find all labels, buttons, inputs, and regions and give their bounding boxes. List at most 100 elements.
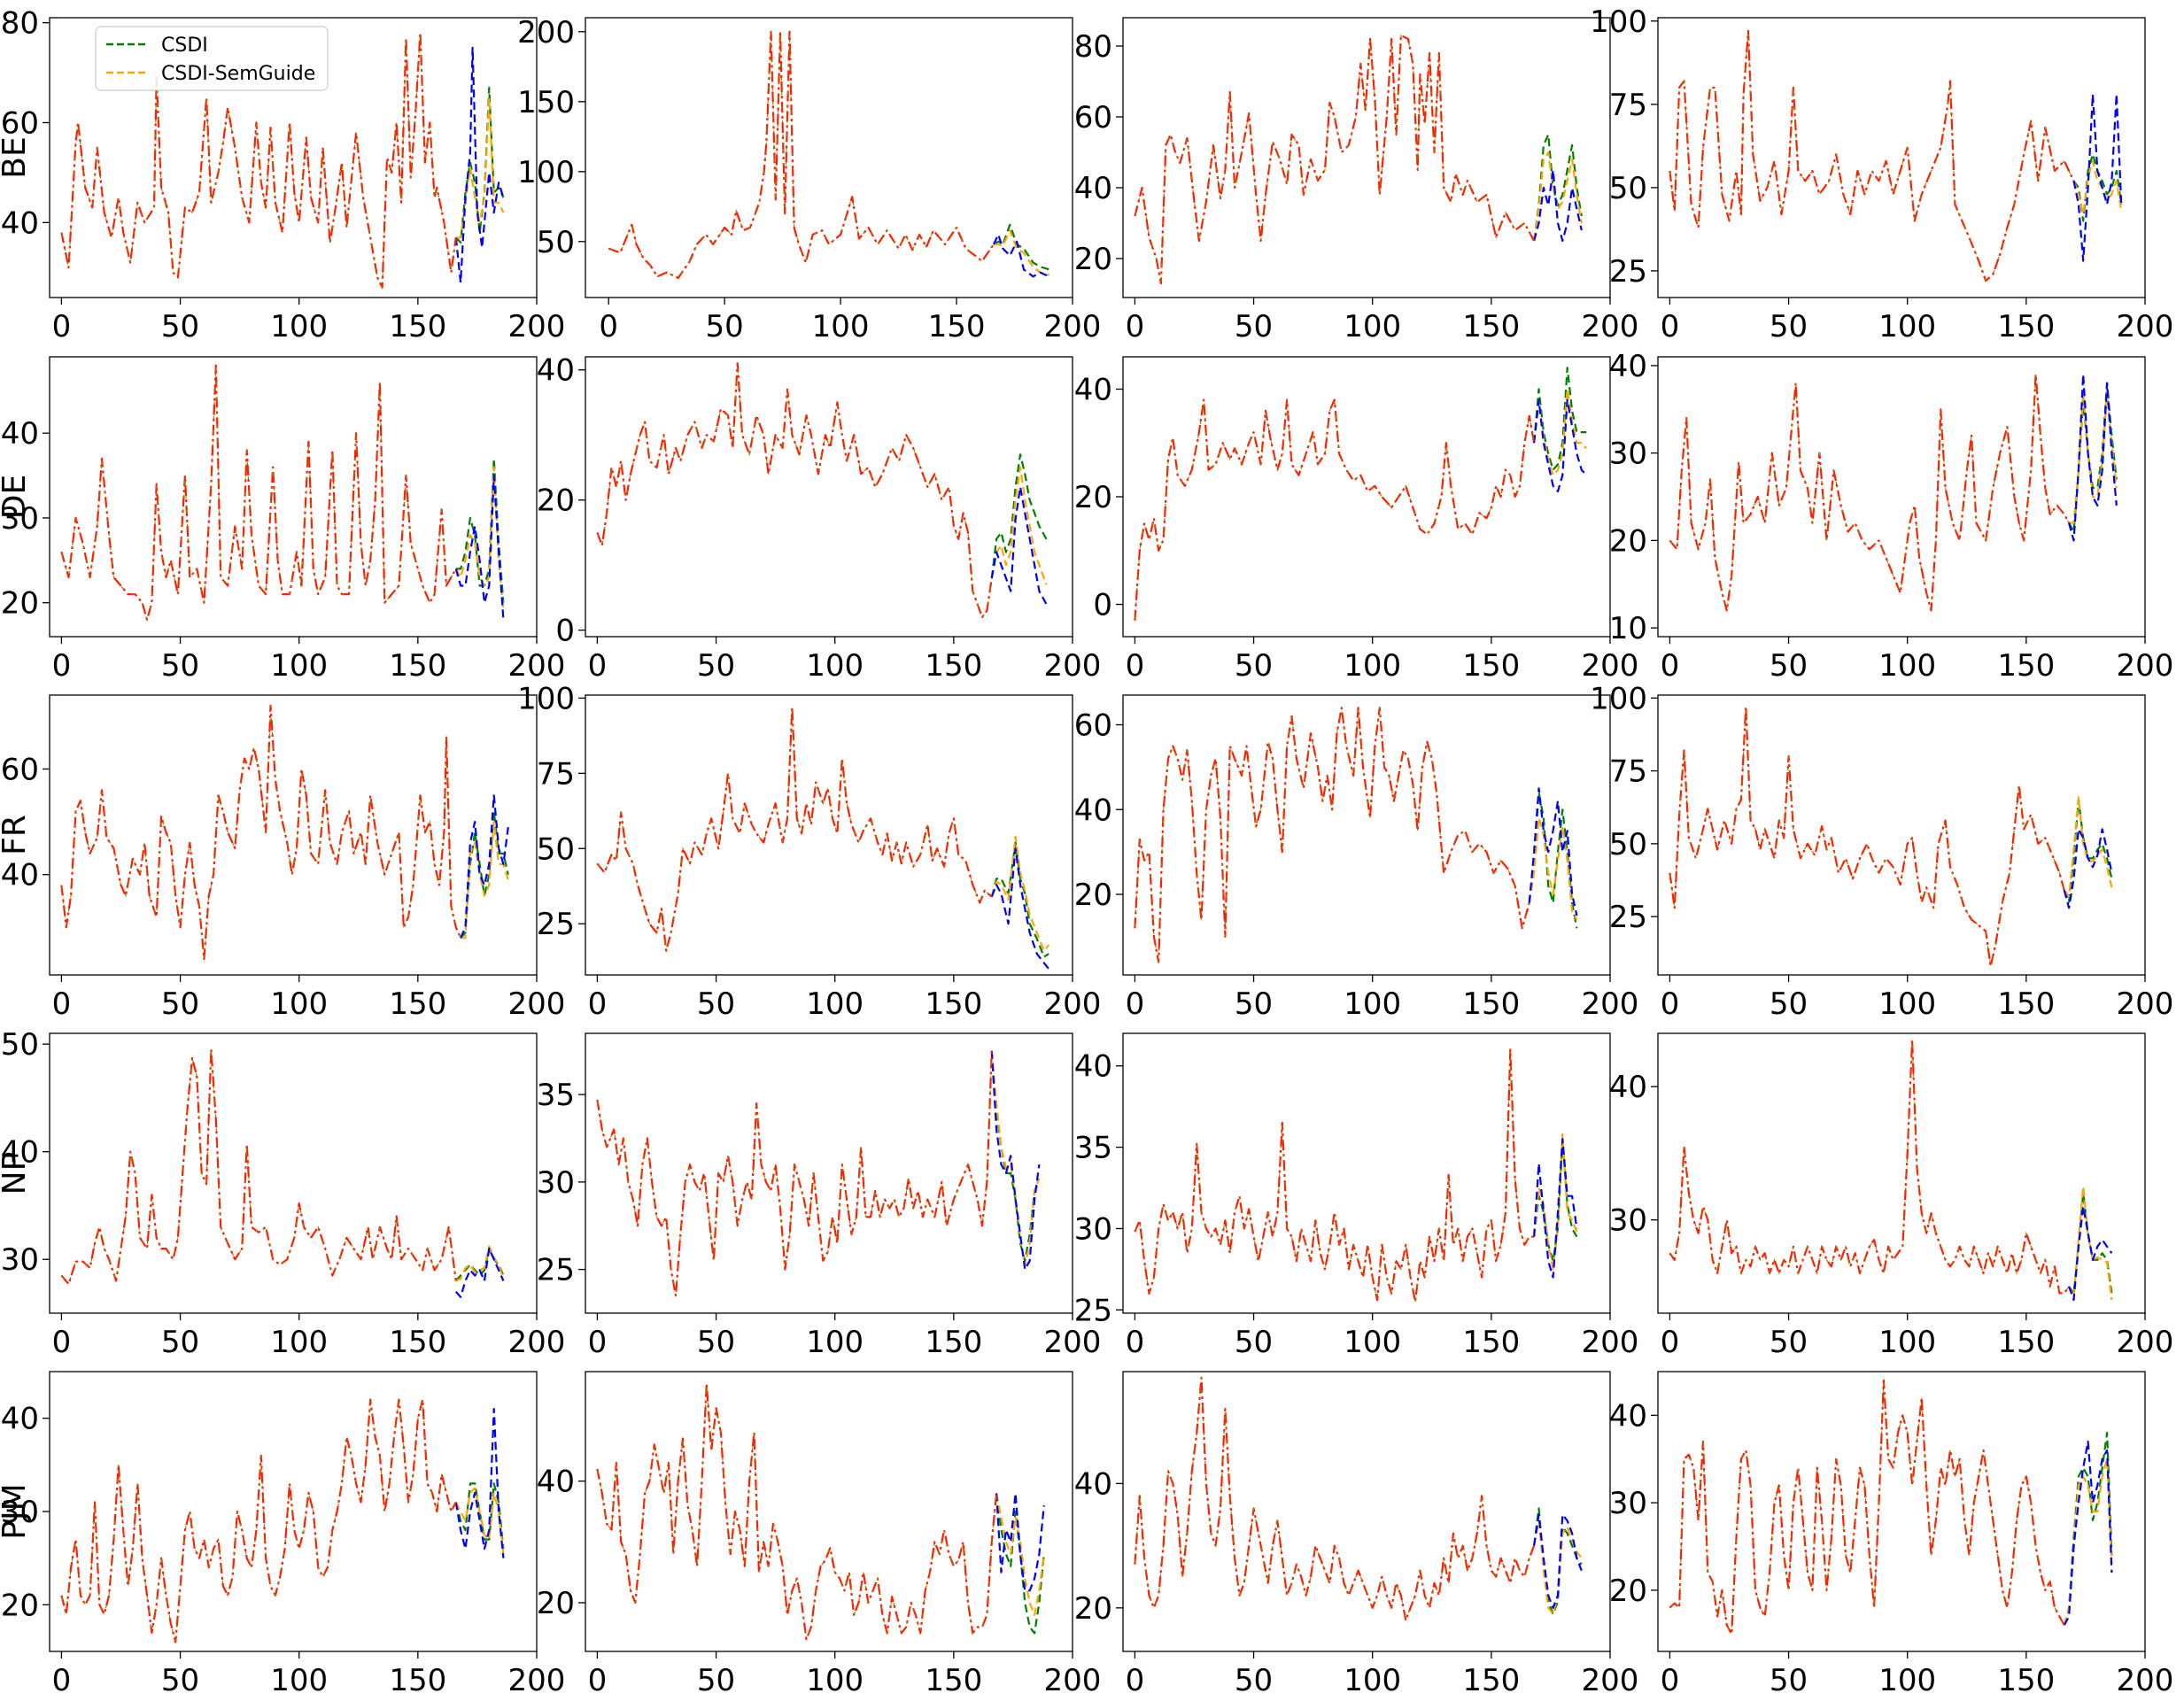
y-tick-label: 30 xyxy=(1609,1486,1647,1521)
x-tick-label: 0 xyxy=(52,986,72,1022)
axes-frame xyxy=(585,356,1073,638)
series-line-csdi-semguide xyxy=(2072,159,2123,216)
y-tick-label: 40 xyxy=(537,353,575,389)
x-tick-label: 0 xyxy=(1661,648,1680,684)
x-tick-label: 100 xyxy=(1344,1325,1401,1360)
row-label-pjm: PJM xyxy=(0,1483,33,1539)
series-line-history xyxy=(60,704,462,961)
y-tick-label: 30 xyxy=(1,1242,39,1278)
y-tick-label: 50 xyxy=(537,225,575,260)
series-line-csdi xyxy=(993,223,1050,271)
x-tick-label: 0 xyxy=(1126,1325,1145,1360)
x-tick-label: 50 xyxy=(1770,648,1808,684)
x-tick-label: 50 xyxy=(161,986,199,1022)
series-line-history xyxy=(60,364,457,621)
x-tick-label: 150 xyxy=(389,986,446,1022)
series-line-history xyxy=(60,1398,457,1643)
series-line-history xyxy=(596,1050,993,1297)
series-group xyxy=(1134,1048,1578,1303)
series-line-csdi xyxy=(454,1482,505,1550)
y-tick-label: 40 xyxy=(1074,372,1112,407)
legend: CSDI CSDI-SemGuide xyxy=(95,26,329,91)
series-group xyxy=(596,1050,1041,1297)
y-tick-label: 100 xyxy=(1590,4,1647,40)
x-tick-label: 200 xyxy=(2117,1663,2174,1698)
series-line-ground-truth xyxy=(2068,373,2118,542)
series-line-history xyxy=(1669,1039,2070,1295)
x-tick-label: 100 xyxy=(270,648,328,684)
series-line-history-overlap xyxy=(1134,1377,1535,1623)
series-group xyxy=(608,30,1050,279)
subplot-r4-c1: 0 50 100 150 200 30 40 50 NP xyxy=(0,1027,565,1360)
y-tick-label: 20 xyxy=(1074,480,1112,515)
series-line-history xyxy=(1669,29,2075,282)
y-tick-label: 30 xyxy=(1609,437,1647,472)
series-line-ground-truth xyxy=(993,233,1050,278)
axes-frame xyxy=(1657,1032,2146,1314)
y-tick-label: 0 xyxy=(1093,588,1112,623)
x-tick-label: 100 xyxy=(270,986,328,1022)
subplot-r1-c2: 0 50 100 150 200 50 100 150 200 xyxy=(517,15,1101,344)
x-tick-label: 0 xyxy=(52,309,72,344)
series-line-csdi-semguide xyxy=(1528,816,1578,921)
subplot-r5-c4: 0 50 100 150 200 20 30 40 xyxy=(1609,1371,2174,1698)
x-tick-label: 50 xyxy=(697,1325,735,1360)
series-line-ground-truth xyxy=(1533,398,1588,493)
x-tick-label: 150 xyxy=(1997,986,2055,1022)
y-tick-label: 75 xyxy=(1609,88,1647,123)
series-line-csdi xyxy=(2063,799,2113,903)
series-group xyxy=(1669,706,2113,968)
axes-frame xyxy=(49,356,538,638)
series-line-history-overlap xyxy=(60,705,461,960)
y-tick-label: 20 xyxy=(1609,1573,1647,1609)
series-line-csdi-semguide xyxy=(455,1245,505,1282)
series-line-ground-truth xyxy=(1533,1513,1583,1609)
series-line-csdi-semguide xyxy=(994,229,1050,276)
axes-frame xyxy=(1657,1371,2146,1652)
row-label-de: DE xyxy=(0,475,33,519)
series-line-csdi xyxy=(990,453,1048,579)
legend-label: CSDI-SemGuide xyxy=(161,63,315,85)
y-tick-label: 20 xyxy=(1074,242,1112,277)
x-tick-label: 100 xyxy=(1878,1325,1936,1360)
y-tick-label: 40 xyxy=(1609,1398,1647,1434)
series-line-csdi-semguide xyxy=(995,1493,1045,1616)
x-tick-label: 200 xyxy=(2117,1325,2174,1360)
subplot-r1-c3: 0 50 100 150 200 20 40 60 80 xyxy=(1074,17,1638,344)
x-tick-label: 50 xyxy=(1235,648,1273,684)
x-tick-label: 0 xyxy=(1661,1663,1680,1698)
series-line-ground-truth xyxy=(1528,787,1578,916)
x-tick-label: 150 xyxy=(925,986,982,1022)
x-tick-label: 100 xyxy=(806,986,864,1022)
y-tick-label: 30 xyxy=(537,1165,575,1201)
subplot-r4-c2: 0 50 100 150 200 25 30 35 xyxy=(537,1032,1101,1360)
y-tick-label: 40 xyxy=(1074,793,1112,828)
y-tick-label: 30 xyxy=(1609,1203,1647,1239)
axes-frame xyxy=(1122,1032,1611,1314)
series-line-history-overlap xyxy=(596,1050,993,1296)
series-line-history-overlap xyxy=(1669,30,2075,282)
x-tick-label: 200 xyxy=(508,1325,566,1360)
series-group xyxy=(60,1398,505,1643)
y-tick-label: 25 xyxy=(1609,900,1647,935)
series-line-history xyxy=(60,31,457,289)
x-tick-label: 0 xyxy=(52,1325,72,1360)
y-tick-label: 40 xyxy=(1074,1466,1112,1502)
x-tick-label: 100 xyxy=(1344,648,1401,684)
y-tick-label: 50 xyxy=(1609,171,1647,206)
axes-frame xyxy=(1122,17,1611,298)
y-tick-label: 30 xyxy=(1,1495,39,1530)
y-tick-label: 40 xyxy=(1609,1070,1647,1105)
series-line-ground-truth xyxy=(454,46,505,284)
subplot-r5-c2: 0 50 100 150 200 20 40 xyxy=(537,1371,1101,1698)
x-tick-label: 150 xyxy=(389,1663,446,1698)
y-tick-label: 60 xyxy=(1,106,39,142)
y-tick-label: 10 xyxy=(1609,611,1647,646)
series-line-history xyxy=(1669,1379,2065,1635)
y-tick-label: 20 xyxy=(1,586,39,622)
series-line-history-overlap xyxy=(1134,35,1535,284)
x-tick-label: 200 xyxy=(1582,986,1639,1022)
x-tick-label: 100 xyxy=(270,1663,328,1698)
x-tick-label: 200 xyxy=(2117,986,2174,1022)
